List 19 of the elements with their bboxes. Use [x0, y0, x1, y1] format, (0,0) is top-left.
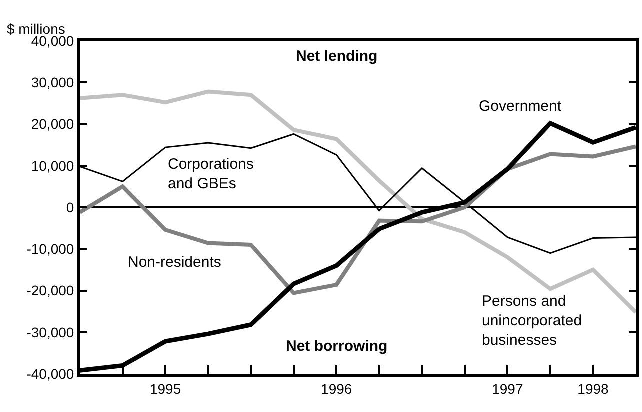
y-tick-label: -40,000: [26, 366, 74, 382]
annotation: Net borrowing: [286, 338, 388, 355]
y-tick-label: 10,000: [31, 158, 74, 174]
y-tick-label: 30,000: [31, 74, 74, 91]
x-tick-label: 1997: [492, 380, 524, 397]
series-label: Corporations and GBEs: [168, 156, 254, 192]
y-tick-label: 20,000: [31, 116, 74, 132]
y-axis-title: $ millions: [7, 21, 66, 37]
y-tick-label: 0: [66, 199, 74, 216]
series-label: Persons and unincorporated businesses: [482, 293, 582, 349]
series-label: Government: [479, 98, 562, 115]
x-tick-label: 1996: [321, 380, 352, 397]
y-tick-label: -20,000: [26, 282, 74, 299]
x-tick-label: 1995: [150, 380, 182, 397]
annotation: Net lending: [296, 48, 378, 65]
x-tick-label: 1998: [578, 380, 610, 397]
y-tick-label: -10,000: [26, 241, 74, 258]
series-label: Non-residents: [128, 254, 222, 271]
y-tick-label: -30,000: [26, 324, 74, 340]
